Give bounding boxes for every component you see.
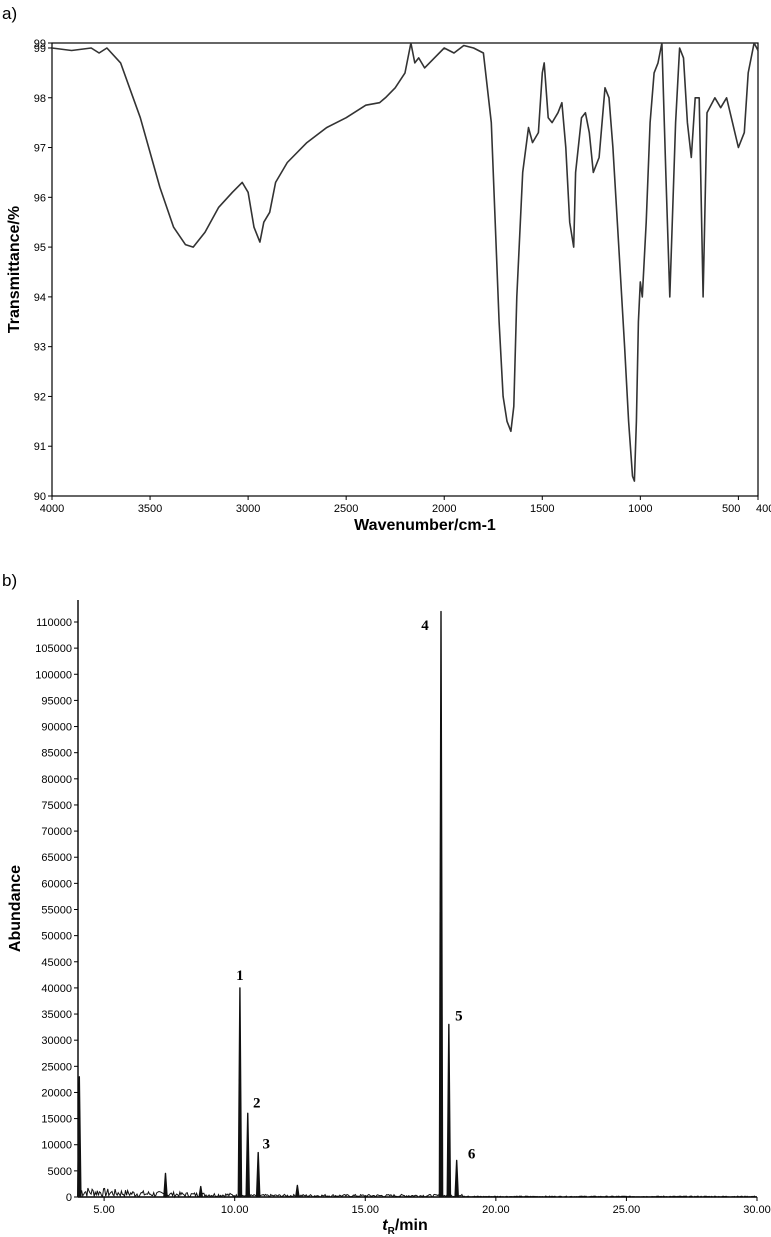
gc-y-tick-label: 45000: [41, 957, 72, 969]
gc-minor-peak: [77, 1076, 82, 1198]
gc-y-tick-label: 60000: [41, 878, 72, 890]
gc-y-tick-label: 105000: [35, 643, 72, 655]
ir-y-tick-label: 97: [34, 143, 46, 155]
ir-y-tick-label: 95: [34, 242, 46, 254]
ir-y-tick-label: 90: [34, 491, 46, 503]
gc-x-tick-label: 30.00: [743, 1204, 771, 1216]
gc-peak-label-5: 5: [455, 1009, 463, 1025]
ir-y-tick-label: 99: [34, 38, 46, 50]
ir-y-axis-label: Transmittance/%: [6, 206, 23, 333]
gc-y-tick-label: 0: [66, 1192, 72, 1204]
gc-peak-2: [245, 1112, 251, 1198]
ir-x-tick-label: 1000: [628, 503, 652, 515]
gc-y-tick-label: 5000: [48, 1166, 72, 1178]
ir-x-axis-label: Wavenumber/cm-1: [354, 517, 496, 534]
gc-x-tick-label: 10.00: [221, 1204, 249, 1216]
gc-y-tick-label: 65000: [41, 852, 72, 864]
panel-label-a: a): [2, 4, 18, 23]
gc-x-tick-label: 20.00: [482, 1204, 510, 1216]
gc-y-tick-label: 100000: [35, 669, 72, 681]
gc-y-tick-label: 35000: [41, 1009, 72, 1021]
gc-y-tick-label: 75000: [41, 800, 72, 812]
gc-x-tick-label: 25.00: [613, 1204, 641, 1216]
gc-x-axis-label: tR/min: [382, 1217, 427, 1237]
gc-peak-label-6: 6: [468, 1146, 476, 1162]
gc-y-axis-label: Abundance: [7, 865, 24, 952]
ir-x-tick-label: 3000: [236, 503, 260, 515]
ir-x-tick-label: 2000: [432, 503, 456, 515]
gc-peak-4: [438, 610, 444, 1198]
gc-peak-1: [237, 987, 243, 1198]
gc-y-tick-label: 30000: [41, 1035, 72, 1047]
ir-x-tick-label: 400: [756, 503, 771, 515]
gc-y-tick-label: 40000: [41, 983, 72, 995]
ir-y-tick-label: 99: [34, 43, 46, 55]
gc-minor-peak: [163, 1172, 168, 1198]
gc-peak-label-2: 2: [253, 1095, 261, 1111]
gc-x-tick-label: 5.00: [93, 1204, 114, 1216]
gc-peak-label-3: 3: [262, 1137, 270, 1153]
ir-x-tick-label: 2500: [334, 503, 358, 515]
gc-y-tick-label: 10000: [41, 1140, 72, 1152]
gc-peak-5: [446, 1023, 452, 1198]
ir-y-tick-label: 98: [34, 93, 46, 105]
gc-baseline-trace: [77, 1187, 757, 1199]
gc-x-tick-label: 15.00: [352, 1204, 380, 1216]
gc-y-tick-label: 80000: [41, 774, 72, 786]
gc-peak-3: [255, 1151, 261, 1198]
gc-peak-label-4: 4: [421, 618, 429, 634]
gc-minor-peak: [198, 1185, 204, 1198]
ir-plot-frame: [51, 42, 759, 497]
gc-y-tick-label: 50000: [41, 931, 72, 943]
gc-y-tick-label: 25000: [41, 1061, 72, 1073]
ir-y-tick-label: 94: [34, 292, 46, 304]
ir-x-tick-label: 4000: [40, 503, 64, 515]
gc-y-tick-label: 85000: [41, 748, 72, 760]
ir-y-tick-label: 92: [34, 391, 46, 403]
gc-peak-6: [454, 1159, 459, 1198]
gc-y-tick-label: 15000: [41, 1114, 72, 1126]
gc-y-tick-label: 95000: [41, 695, 72, 707]
gc-y-tick-label: 90000: [41, 722, 72, 734]
gc-y-tick-label: 20000: [41, 1087, 72, 1099]
chromatogram-chart: 0 5000 10000 15000 20000 25000 30000 35000 40000…: [7, 600, 771, 1237]
ir-x-tick-label: 500: [722, 503, 740, 515]
ir-x-tick-label: 3500: [138, 503, 162, 515]
ir-spectrum-line: [51, 42, 759, 482]
gc-peak-label-1: 1: [236, 968, 244, 984]
ir-x-tick-label: 1500: [530, 503, 554, 515]
ir-y-tick-label: 96: [34, 192, 46, 204]
gc-y-tick-label: 55000: [41, 905, 72, 917]
gc-y-tick-label: 110000: [36, 617, 72, 629]
ir-y-tick-label: 93: [34, 342, 46, 354]
gc-y-tick-label: 70000: [41, 826, 72, 838]
panel-label-b: b): [2, 571, 18, 590]
ir-y-tick-label: 91: [34, 441, 46, 453]
gc-minor-peak: [295, 1184, 300, 1198]
